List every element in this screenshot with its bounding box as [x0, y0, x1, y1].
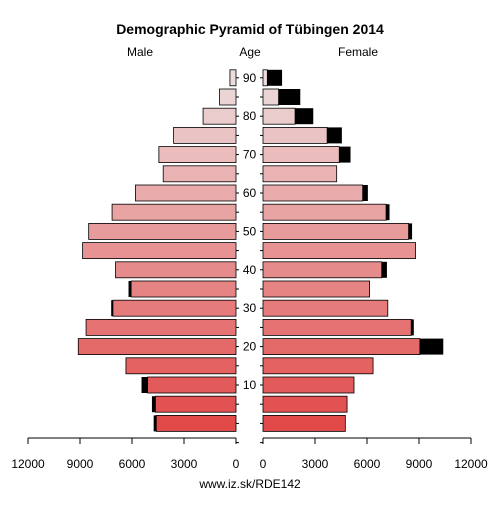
male-x-tick-label: 0: [233, 457, 240, 471]
age-tick-label: 60: [243, 186, 257, 200]
female-bar: [262, 165, 338, 183]
male-bar: [154, 395, 237, 413]
female-x-tick-label: 0: [260, 457, 267, 471]
bars-group: [77, 69, 444, 432]
female-bar: [262, 395, 348, 413]
female-bar: [262, 69, 268, 87]
female-bar-foreign: [263, 69, 283, 86]
female-bar: [262, 242, 416, 260]
male-x-tick-label: 3000: [171, 457, 198, 471]
female-bar: [262, 88, 280, 106]
female-bar: [262, 357, 374, 375]
female-bar: [262, 203, 387, 221]
male-bar: [229, 69, 237, 87]
age-header: Age: [239, 45, 261, 59]
female-x-tick-label: 12000: [454, 457, 488, 471]
male-bar: [173, 127, 237, 144]
male-x-tick-label: 6000: [119, 457, 146, 471]
female-bar: [262, 184, 364, 202]
male-bar: [135, 184, 237, 202]
age-tick-label: 20: [243, 340, 257, 354]
male-bar: [130, 280, 237, 298]
female-x-tick-label: 6000: [354, 457, 381, 471]
male-header: Male: [127, 45, 153, 59]
male-bar: [115, 261, 237, 279]
female-bar: [262, 107, 296, 125]
female-bar: [262, 414, 346, 432]
axes-group: 12000 0 9000 3000 6000 6000 3000 9000 0 12000 10 20…: [11, 71, 488, 471]
male-x-tick-label: 12000: [11, 457, 45, 471]
female-bar: [262, 146, 340, 164]
chart-title: Demographic Pyramid of Tübingen 2014: [116, 21, 384, 37]
male-bar: [147, 376, 237, 394]
male-bar: [82, 242, 237, 260]
male-bar: [111, 203, 237, 221]
age-tick-label: 70: [243, 148, 257, 162]
female-bar: [262, 338, 421, 356]
female-bar: [262, 299, 389, 317]
male-bar: [125, 357, 237, 375]
female-bar: [262, 376, 355, 394]
male-bar: [219, 88, 237, 106]
female-bar: [262, 261, 383, 279]
male-bar: [202, 107, 237, 125]
male-bar: [112, 299, 237, 317]
age-tick-label: 90: [243, 71, 257, 85]
age-tick-label: 10: [243, 378, 257, 392]
age-tick-label: 30: [243, 301, 257, 315]
female-x-tick-label: 3000: [302, 457, 329, 471]
male-bar: [155, 414, 237, 432]
footer-source: www.iz.sk/RDE142: [198, 477, 301, 491]
female-header: Female: [338, 45, 378, 59]
male-x-tick-label: 9000: [67, 457, 94, 471]
female-bar: [262, 280, 370, 298]
male-bar: [158, 146, 237, 164]
male-bar: [77, 338, 237, 356]
female-bar: [262, 127, 328, 144]
male-bar: [85, 318, 237, 336]
female-x-tick-label: 9000: [406, 457, 433, 471]
female-bar: [262, 318, 412, 336]
male-bar: [162, 165, 237, 183]
age-tick-label: 50: [243, 224, 257, 238]
age-tick-label: 40: [243, 263, 257, 277]
age-tick-label: 80: [243, 109, 257, 123]
female-bar: [262, 222, 410, 240]
male-bar: [88, 222, 237, 240]
